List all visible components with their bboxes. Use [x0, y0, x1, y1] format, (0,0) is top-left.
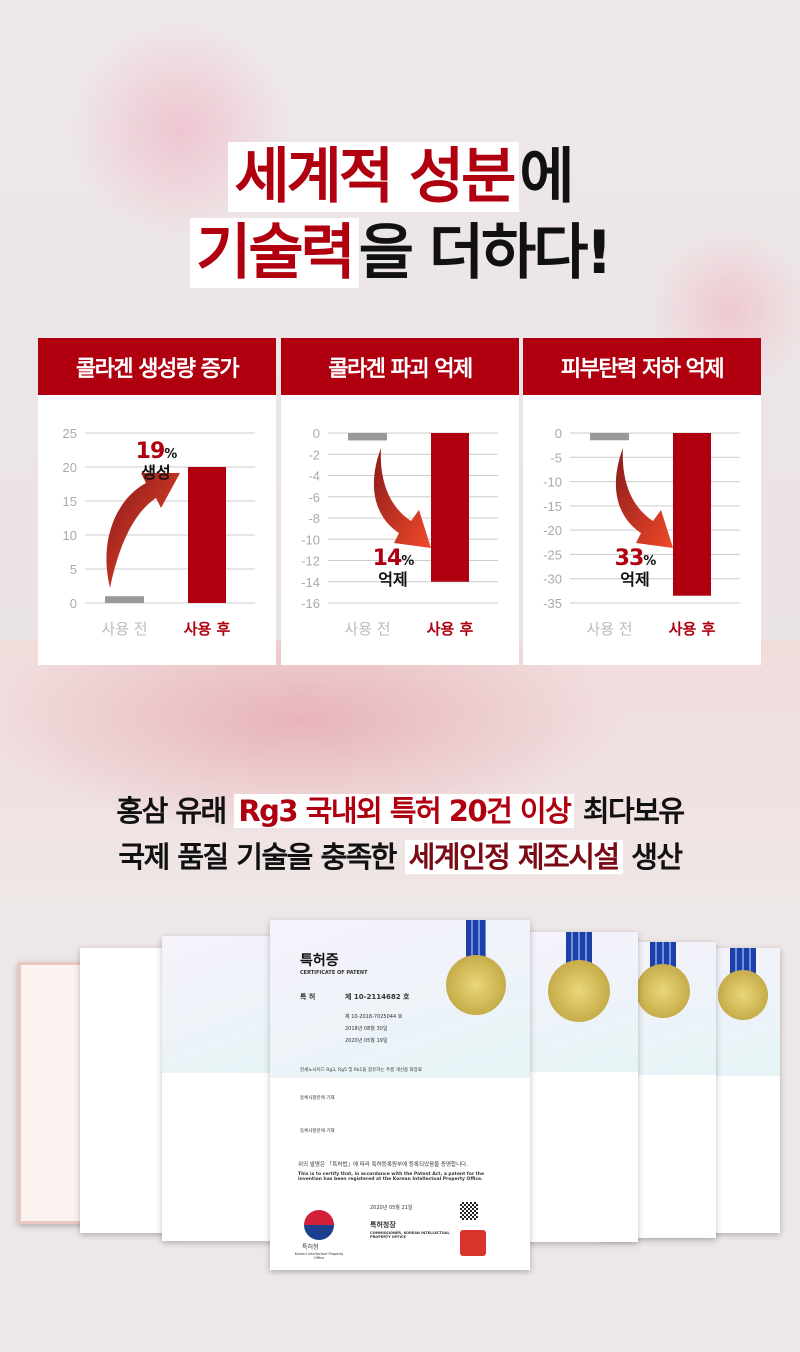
annotation-value: 33% — [615, 546, 657, 571]
cert-statement-en: This is to certify that, in accordance w… — [298, 1172, 485, 1182]
subtext-highlight: Rg3 국내외 특허 20건 이상 — [234, 794, 575, 828]
category-label: 사용 전 — [586, 620, 632, 638]
cert-filing-date: 2018년 08월 30일 — [345, 1026, 388, 1032]
y-tick-label: 5 — [70, 562, 77, 577]
subtext-line1: 홍삼 유래 Rg3 국내외 특허 20건 이상 최다보유 — [0, 788, 800, 830]
annotation-label: 억제 — [378, 570, 407, 589]
annotation-label: 억제 — [620, 570, 649, 589]
annotation-label: 생성 — [141, 463, 170, 482]
annotation-value: 14% — [373, 546, 415, 571]
annotation-value: 19% — [136, 439, 178, 464]
chart-title: 피부탄력 저하 억제 — [523, 338, 761, 395]
category-label: 사용 후 — [427, 620, 474, 638]
bar-before — [105, 596, 144, 603]
subtext-line2: 국제 품질 기술을 충족한 세계인정 제조시설 생산 — [0, 834, 800, 876]
y-tick-label: 0 — [555, 426, 562, 441]
y-tick-label: -15 — [543, 499, 562, 514]
cert-title: 특허증 — [300, 953, 339, 969]
subtext-part: 국제 품질 기술을 충족한 — [118, 840, 405, 874]
category-label: 사용 전 — [344, 620, 390, 638]
cert-application-no: 제 10-2018-7025044 호 — [345, 1014, 403, 1020]
chart-title: 콜라겐 생성량 증가 — [38, 338, 276, 395]
headline-line1: 세계적 성분 에 — [0, 128, 800, 215]
y-tick-label: -4 — [308, 469, 320, 484]
y-tick-label: 20 — [63, 460, 77, 475]
chart-svg: 0 -5 -10 -15 -20 -25 -30 -35 사용 전 사용 후 33%억제 — [543, 426, 740, 638]
bar-after — [673, 433, 711, 596]
arrow-up-icon — [106, 473, 180, 588]
cert-office: 특허청 — [302, 1244, 319, 1251]
cert-registration-date: 2020년 05월 19일 — [345, 1038, 388, 1044]
y-tick-label: 0 — [313, 426, 320, 441]
certificate-back-4 — [520, 932, 638, 1242]
headline-line2: 기술력 을 더하다! — [0, 204, 800, 291]
chart-svg: 0 5 10 15 20 25 사용 전 사용 후 19%생성 — [63, 426, 255, 638]
y-tick-label: -30 — [543, 572, 562, 587]
y-tick-label: -25 — [543, 547, 562, 562]
bar-before — [590, 433, 629, 441]
y-tick-label: 0 — [70, 596, 77, 611]
subtext-highlight: 세계인정 제조시설 — [404, 840, 623, 874]
cert-issuer: 특허청장 — [370, 1221, 396, 1229]
cert-issuer-en: COMMISSIONER, KOREAN INTELLECTUAL PROPER… — [370, 1231, 450, 1239]
chart-panel-1: 콜라겐 생성량 증가 0 5 10 15 20 25 사용 전 사용 후 19% 생성 — [38, 338, 276, 665]
kipo-logo — [304, 1210, 334, 1240]
y-tick-label: -10 — [301, 532, 320, 547]
y-tick-label: -10 — [543, 475, 562, 490]
cert-inventor: 등록사항란에 기재 — [300, 1129, 335, 1134]
y-tick-label: -6 — [308, 490, 320, 505]
cert-invention: 진세노사이드 Rg3, Rg5 및 Rk1을 함유하는 주름 개선용 화장료 — [300, 1068, 422, 1073]
cert-statement-kr: 위의 발명은 「특허법」에 따라 특허등록원부에 등록되었음을 증명합니다. — [298, 1162, 468, 1168]
chart-panel-2: 콜라겐 파괴 억제 0 -2 -4 -6 -8 -10 -12 -14 -16 사용 전 사용 후 14… — [281, 338, 519, 665]
qr-code-icon — [460, 1202, 478, 1220]
annotation-unit: % — [164, 447, 177, 462]
headline-highlight: 기술력 — [190, 218, 359, 288]
y-tick-label: 25 — [63, 426, 77, 441]
y-tick-label: -8 — [308, 511, 320, 526]
chart-svg: 0 -2 -4 -6 -8 -10 -12 -14 -16 사용 전 사용 후 14%억제 — [301, 426, 498, 638]
red-stamp — [460, 1230, 486, 1256]
subtext-part: 최다보유 — [574, 794, 685, 828]
cert-holder: 등록사항란에 기재 — [300, 1096, 335, 1101]
background-crystals — [0, 640, 800, 900]
y-tick-label: -2 — [308, 447, 320, 462]
headline-text: 에 — [519, 142, 574, 212]
y-tick-label: -5 — [550, 450, 562, 465]
bar-before — [348, 433, 387, 441]
category-label: 사용 후 — [669, 620, 716, 638]
reflection — [0, 1275, 800, 1352]
cert-office-en: Korean Intellectual Property Office — [294, 1252, 344, 1260]
annotation-unit: % — [401, 554, 414, 569]
headline-text: 을 더하다! — [358, 218, 613, 288]
cert-date: 2020년 05월 21일 — [370, 1205, 413, 1211]
chart-panel-3: 피부탄력 저하 억제 0 -5 -10 -15 -20 -25 -30 -35 사용 전 사용 후 3… — [523, 338, 761, 665]
subtext-part: 생산 — [622, 840, 683, 874]
certificate-main: 특허증 CERTIFICATE OF PATENT 특 허 제 10-21146… — [270, 920, 530, 1270]
y-tick-label: -16 — [301, 596, 320, 611]
cert-label: 특 허 — [300, 993, 316, 1001]
cert-title-en: CERTIFICATE OF PATENT — [300, 970, 368, 976]
bar-after — [188, 467, 226, 603]
y-tick-label: -12 — [301, 554, 320, 569]
chart-title: 콜라겐 파괴 억제 — [281, 338, 519, 395]
y-tick-label: -35 — [543, 596, 562, 611]
y-tick-label: -20 — [543, 523, 562, 538]
cert-patent-no: 제 10-2114682 호 — [345, 993, 410, 1001]
subtext-part: 홍삼 유래 — [116, 794, 235, 828]
arrow-down-icon — [373, 448, 431, 548]
y-tick-label: 10 — [63, 528, 77, 543]
gold-seal — [446, 955, 506, 1015]
bar-after — [431, 433, 469, 582]
annotation-unit: % — [643, 554, 656, 569]
arrow-down-icon — [615, 448, 673, 548]
y-tick-label: 15 — [63, 494, 77, 509]
y-tick-label: -14 — [301, 575, 320, 590]
category-label: 사용 전 — [101, 620, 147, 638]
category-label: 사용 후 — [184, 620, 231, 638]
headline-highlight: 세계적 성분 — [228, 142, 520, 212]
